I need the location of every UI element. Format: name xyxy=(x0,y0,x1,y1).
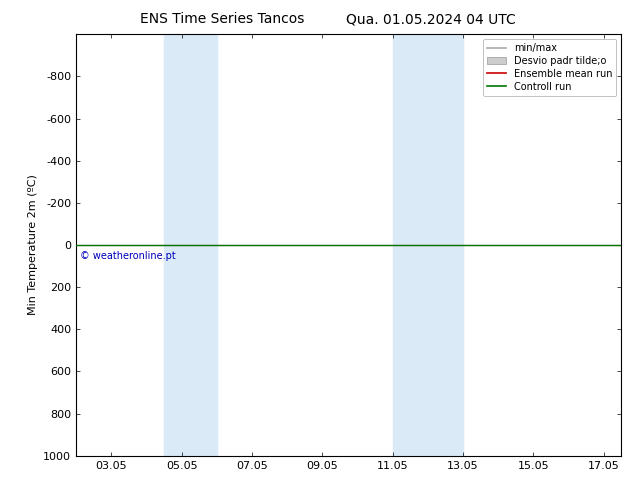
Legend: min/max, Desvio padr tilde;o, Ensemble mean run, Controll run: min/max, Desvio padr tilde;o, Ensemble m… xyxy=(483,39,616,96)
Text: Qua. 01.05.2024 04 UTC: Qua. 01.05.2024 04 UTC xyxy=(346,12,516,26)
Bar xyxy=(164,34,217,456)
Text: ENS Time Series Tancos: ENS Time Series Tancos xyxy=(139,12,304,26)
Y-axis label: Min Temperature 2m (ºC): Min Temperature 2m (ºC) xyxy=(28,174,37,316)
Text: © weatheronline.pt: © weatheronline.pt xyxy=(80,251,176,261)
Bar xyxy=(392,34,463,456)
